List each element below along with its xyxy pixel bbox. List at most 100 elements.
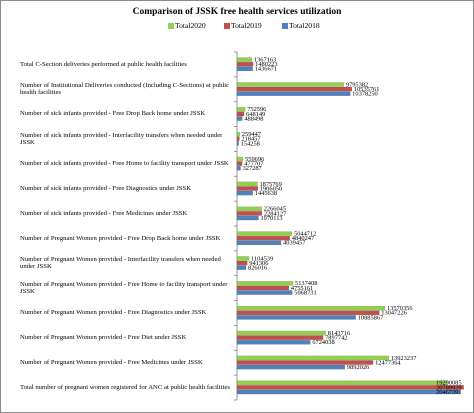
bar-total2020: [236, 305, 386, 311]
legend-item-total2020: Total2020: [168, 21, 206, 30]
bar-total2019: [236, 111, 245, 117]
data-label: 5044712: [294, 231, 316, 238]
bar-total2018: [236, 265, 247, 270]
category-label-text: Number of sick infants provided - Free H…: [20, 160, 229, 168]
category-label: Number of Pregnant Women provided - Free…: [20, 281, 228, 295]
data-label: 488498: [244, 115, 263, 122]
data-label: 13923237: [391, 355, 417, 362]
category-label: Total number of pregnant women registere…: [20, 383, 230, 391]
bar-total2019: [236, 360, 374, 365]
data-label: 752596: [247, 106, 266, 113]
bar-total2020: [236, 156, 244, 162]
data-label: 218457: [241, 136, 261, 143]
data-label: 10378250: [352, 91, 378, 98]
data-label: 12477364: [375, 359, 401, 366]
bar-total2018: [236, 166, 241, 171]
bar-total2019: [236, 86, 353, 92]
data-label: 826016: [248, 265, 267, 272]
data-label: 2266045: [264, 206, 286, 213]
category-label-text: Number of Pregnant Women provided - Free…: [20, 234, 221, 242]
data-label: 10885867: [358, 314, 384, 321]
data-label: 5137408: [295, 280, 317, 287]
category-label-text: Number of Institutional Deliveries condu…: [20, 81, 230, 97]
legend-label: Total2019: [231, 21, 262, 30]
category-label: Number of sick infants provided - Free H…: [20, 160, 229, 168]
category-label-text: Number of sick infants provided - Free D…: [20, 185, 192, 193]
category-label: Number of sick infants provided - Interf…: [20, 131, 223, 146]
legend-label: Total2020: [175, 21, 206, 30]
chart-title: Comparison of JSSK free health services …: [132, 7, 342, 17]
bar-total2020: [236, 107, 246, 112]
category-label-text: Total C-Section deliveries performed at …: [20, 60, 187, 68]
data-label: 327287: [243, 165, 263, 172]
bar-total2018: [236, 215, 259, 221]
bar-total2019: [236, 285, 290, 291]
data-label: 1875769: [259, 181, 281, 188]
category-label-text: Total number of pregnant women registere…: [20, 383, 230, 391]
data-label: 9795382: [346, 81, 368, 88]
bar-total2018: [236, 364, 346, 370]
data-label: 1480223: [255, 61, 277, 68]
bar-total2020: [236, 206, 262, 212]
data-label: 7897742: [325, 335, 347, 342]
data-label: 154258: [241, 140, 260, 147]
bar-total2019: [236, 310, 380, 316]
bar-total2018: [236, 315, 356, 320]
data-label: 941306: [249, 260, 268, 267]
bar-total2020: [236, 131, 240, 137]
legend-swatch: [282, 23, 288, 30]
legend-swatch: [224, 23, 230, 30]
bar-total2019: [236, 335, 324, 340]
bar-total2018: [236, 116, 243, 121]
category-label-text: Number of Pregnant Women provided - Free…: [20, 359, 203, 367]
bar-total2018: [236, 389, 461, 395]
data-label: 259447: [242, 131, 262, 138]
bar-total2020: [236, 82, 344, 87]
legend-item-total2018: Total2018: [282, 21, 320, 30]
category-label: Number of Pregnant Women provided - Free…: [20, 234, 221, 242]
bar-total2019: [236, 260, 248, 266]
bar-total2018: [236, 240, 282, 246]
chart-legend: Total2020 Total2019 Total2018: [168, 21, 468, 33]
data-label: 9892026: [347, 364, 369, 371]
data-label: 559696: [245, 156, 264, 163]
bar-total2018: [236, 141, 239, 146]
bar-total2020: [236, 181, 258, 187]
category-label: Total C-Section deliveries performed at …: [20, 60, 187, 68]
bar-total2019: [236, 235, 290, 241]
bar-total2019: [236, 211, 263, 216]
category-label-text: Number of sick infants provided - Interf…: [20, 131, 223, 146]
bar-total2019: [236, 61, 254, 67]
bar-total2019: [236, 136, 240, 142]
category-label: Number of Institutional Deliveries condu…: [20, 81, 230, 97]
data-label: 4039457: [283, 240, 306, 247]
bar-total2018: [236, 290, 293, 295]
data-label: 4840247: [292, 235, 315, 242]
category-label: Number of Pregnant Women provided - Inte…: [20, 255, 221, 271]
category-label-text: Number of Pregnant Women provided - Free…: [20, 334, 187, 342]
data-label: 10535761: [354, 86, 380, 93]
category-label-text: Number of sick infants provided - Free D…: [20, 110, 206, 118]
bar-total2020: [236, 380, 448, 386]
bar-total2020: [236, 281, 294, 286]
data-label: 477707: [244, 161, 264, 168]
category-label: Number of Pregnant Women provided - Free…: [20, 309, 206, 316]
category-label: Number of sick infants provided - Free M…: [20, 209, 188, 217]
data-label: 2284127: [264, 210, 287, 217]
bar-total2020: [236, 330, 326, 336]
category-label: Number of Pregnant Women provided - Free…: [20, 334, 187, 342]
data-label: 1445638: [255, 190, 277, 197]
category-label-text: Number of Pregnant Women provided - Inte…: [20, 255, 221, 271]
bar-total2020: [236, 231, 293, 236]
data-label: 4755161: [291, 285, 313, 292]
data-label: 19290085: [436, 380, 462, 387]
data-label: 13570356: [387, 305, 413, 312]
bar-total2020: [236, 57, 253, 62]
category-label: Number of sick infants provided - Free D…: [20, 185, 192, 193]
legend-swatch: [168, 23, 174, 30]
bar-total2018: [236, 190, 253, 196]
bar-total2018: [236, 66, 253, 72]
data-label: 648149: [246, 111, 265, 118]
category-label-text: Number of sick infants provided - Free M…: [20, 209, 188, 217]
